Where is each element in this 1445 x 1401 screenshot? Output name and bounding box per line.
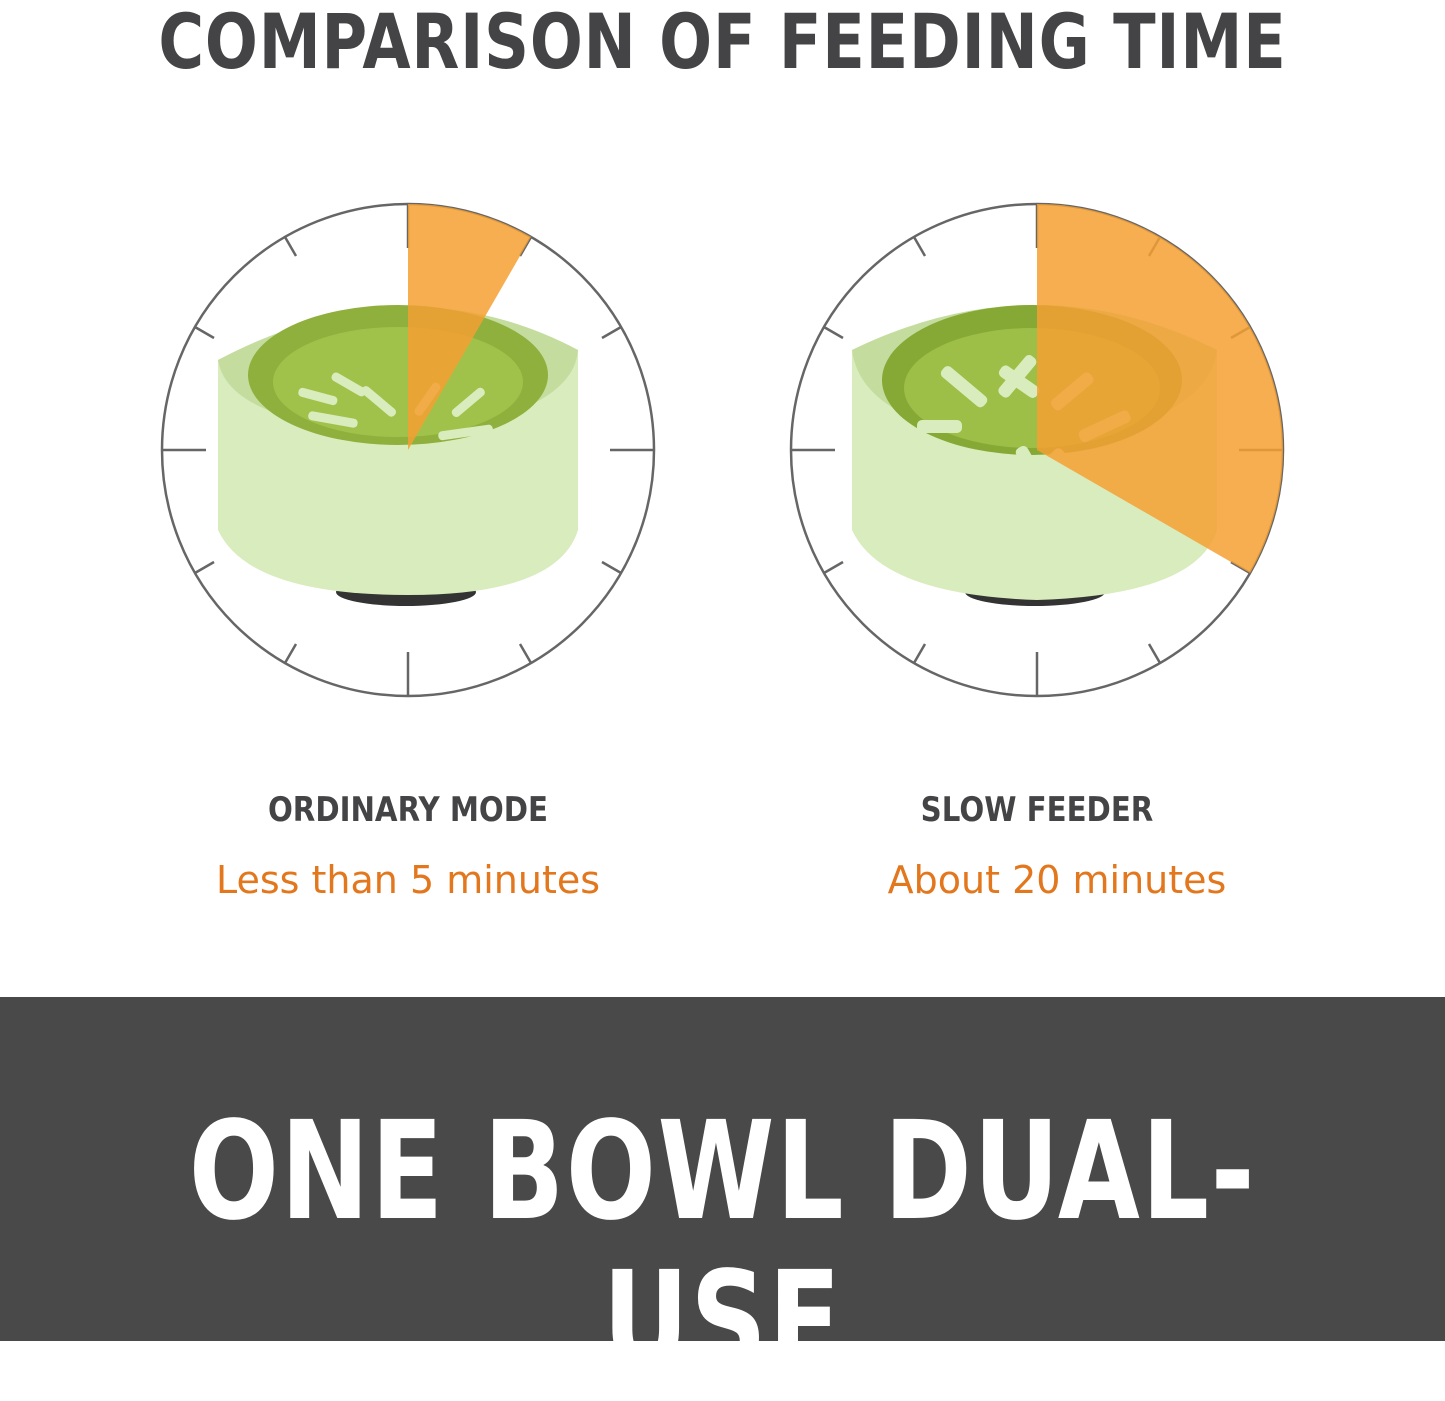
feeding-time-sector — [1037, 204, 1283, 573]
dial-tick — [283, 236, 298, 257]
dial-tick — [912, 643, 927, 664]
dial-tick — [518, 236, 533, 257]
dial-tick — [518, 643, 533, 664]
slow-feeder-label: SLOW FEEDER — [920, 790, 1154, 830]
dial-tick — [601, 325, 622, 340]
dial-tick — [194, 560, 215, 575]
slow-feeder-dial — [787, 200, 1287, 700]
dial-tick — [823, 325, 844, 340]
slow-feeder-dial-svg — [789, 202, 1285, 698]
slow-feeder-time: About 20 minutes — [887, 858, 1227, 902]
dial-tick — [823, 560, 844, 575]
dial-tick — [283, 643, 298, 664]
feeding-time-sector — [408, 204, 531, 450]
ordinary-mode-time: Less than 5 minutes — [215, 858, 601, 902]
dial-tick — [194, 325, 215, 340]
dial-tick — [1147, 643, 1162, 664]
bottom-banner: ONE BOWL DUAL-USE — [0, 997, 1445, 1397]
dial-tick — [912, 236, 927, 257]
ordinary-mode-dial — [158, 200, 658, 700]
ordinary-mode-label: ORDINARY MODE — [267, 790, 549, 830]
ordinary-dial-svg — [160, 202, 656, 698]
dial-tick — [601, 560, 622, 575]
dial-tick — [1230, 560, 1251, 575]
page-title: COMPARISON OF FEEDING TIME — [158, 0, 1287, 86]
banner-text: ONE BOWL DUAL-USE — [188, 1093, 1257, 1401]
standard-bowl-image — [218, 305, 578, 606]
